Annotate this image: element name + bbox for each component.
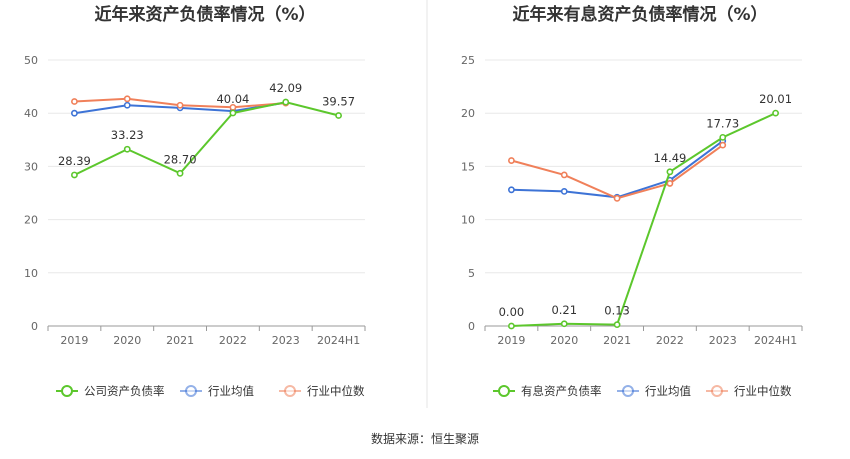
data-point: [71, 171, 78, 179]
legend-marker: [185, 385, 197, 397]
y-tick-label: 20: [24, 214, 38, 227]
data-point: [560, 171, 568, 179]
data-point: [123, 101, 131, 109]
data-point: [666, 180, 674, 187]
data-label: 0.21: [551, 303, 577, 317]
legend-item: 行业均值: [180, 384, 254, 398]
x-tick-label: 2019: [497, 334, 525, 347]
data-point: [560, 320, 568, 328]
y-tick-label: 5: [468, 267, 475, 280]
legend-label: 行业均值: [208, 384, 254, 398]
legend-item: 行业均值: [617, 384, 691, 398]
y-tick-label: 10: [461, 214, 475, 227]
series-line: [73, 101, 339, 176]
data-point: [666, 168, 674, 176]
data-point: [560, 188, 568, 195]
legend-label: 行业中位数: [307, 384, 365, 398]
x-tick-label: 2021: [603, 334, 631, 347]
data-point: [71, 109, 78, 117]
data-label: 42.09: [269, 81, 302, 95]
debt-ratio-chart: 近年来资产负债率情况（%） 0 10 20 30 40 50 2019 2020 2021 2022…: [24, 4, 366, 398]
x-tick-label: 2024H1: [317, 334, 360, 347]
data-label: 14.49: [653, 151, 686, 165]
y-tick-label: 15: [461, 160, 475, 173]
data-point: [508, 186, 515, 194]
data-label: 20.01: [759, 92, 792, 106]
data-point: [613, 321, 621, 329]
y-tick-label: 10: [24, 267, 38, 280]
x-tick-label: 2019: [60, 334, 88, 347]
data-point: [123, 145, 131, 153]
x-tick-label: 2022: [656, 334, 684, 347]
legend-marker: [711, 385, 723, 397]
x-tick-label: 2021: [166, 334, 194, 347]
data-point: [176, 169, 184, 177]
data-point: [508, 157, 515, 164]
y-tick-label: 20: [461, 107, 475, 120]
data-point: [772, 109, 779, 117]
data-label: 33.23: [111, 128, 144, 142]
x-tick-label: 2022: [219, 334, 247, 347]
legend-marker: [622, 385, 634, 397]
data-label: 28.70: [164, 152, 197, 166]
data-label: 0.00: [499, 305, 525, 319]
data-point: [123, 95, 131, 103]
chart-title: 近年来有息资产负债率情况（%）: [512, 4, 767, 25]
data-label: 28.39: [58, 154, 91, 168]
chart-title: 近年来资产负债率情况（%）: [94, 4, 315, 25]
y-tick-label: 0: [31, 320, 38, 333]
legend-label: 行业均值: [645, 384, 691, 398]
legend-label: 行业中位数: [734, 384, 792, 398]
data-point: [613, 194, 621, 202]
legend-marker: [284, 385, 296, 397]
x-tick-label: 2024H1: [754, 334, 797, 347]
data-point: [282, 98, 290, 106]
data-label: 0.13: [604, 304, 630, 318]
data-label: 39.57: [322, 94, 355, 108]
y-tick-label: 0: [468, 320, 475, 333]
legend-item: 有息资产负债率: [493, 384, 602, 398]
data-point: [229, 109, 237, 117]
data-source-note: 数据来源：恒生聚源: [371, 431, 479, 446]
legend-marker: [61, 385, 73, 397]
data-label: 17.73: [706, 116, 739, 130]
data-point: [335, 112, 342, 119]
x-tick-label: 2020: [550, 334, 578, 347]
legend-item: 行业中位数: [279, 384, 365, 398]
data-point: [176, 101, 184, 109]
legend-item: 公司资产负债率: [56, 384, 165, 398]
data-point: [719, 141, 727, 149]
x-tick-label: 2020: [113, 334, 141, 347]
legend-label: 有息资产负债率: [521, 384, 602, 398]
y-tick-label: 40: [24, 107, 38, 120]
y-tick-label: 25: [461, 54, 475, 67]
legend-item: 行业中位数: [706, 384, 792, 398]
legend-marker: [498, 385, 510, 397]
y-tick-label: 30: [24, 160, 38, 173]
legend-label: 公司资产负债率: [84, 384, 165, 398]
series-line: [511, 112, 777, 327]
x-tick-label: 2023: [709, 334, 737, 347]
y-tick-label: 50: [24, 54, 38, 67]
interest-bearing-debt-ratio-chart: 近年来有息资产负债率情况（%） 0 5 10 15 20 25 2019 2020 2021 202…: [461, 4, 803, 398]
data-point: [719, 133, 727, 141]
data-label: 40.04: [216, 92, 249, 106]
data-point: [71, 98, 78, 105]
x-tick-label: 2023: [272, 334, 300, 347]
data-point: [508, 322, 515, 330]
